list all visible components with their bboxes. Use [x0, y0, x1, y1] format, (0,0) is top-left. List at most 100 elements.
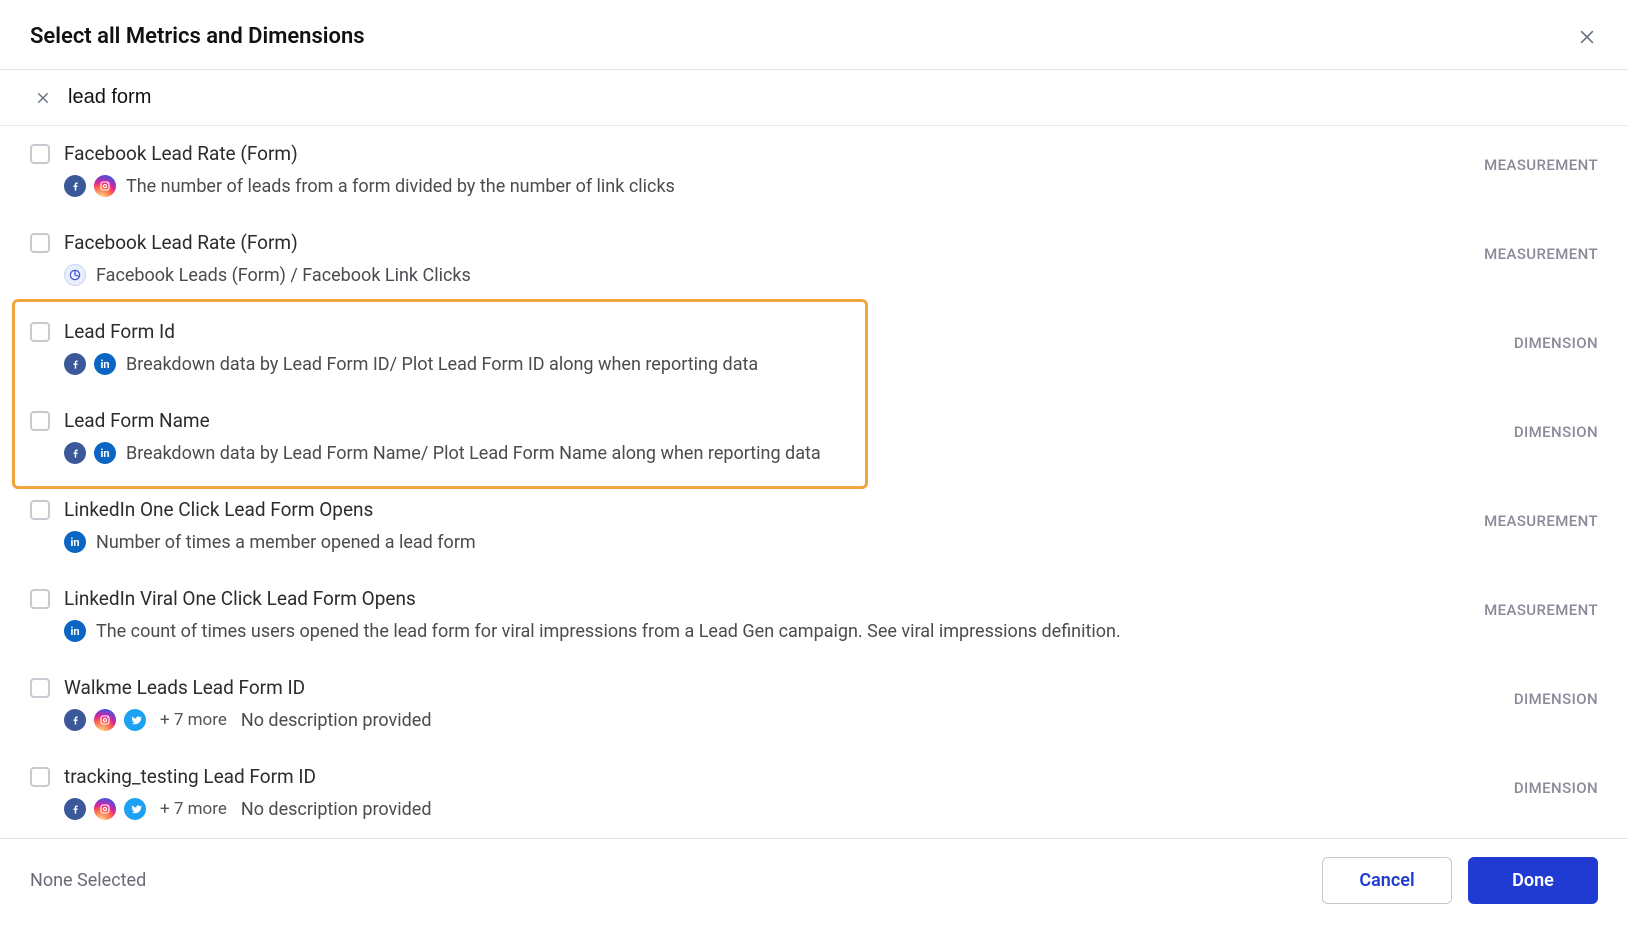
- selected-count-text: None Selected: [30, 870, 146, 891]
- result-row: Facebook Lead Rate (Form) The number of l…: [0, 126, 1628, 215]
- row-desc-line: in Breakdown data by Lead Form Name/ Plot…: [64, 442, 821, 464]
- row-left: LinkedIn Viral One Click Lead Form Opens…: [30, 587, 1484, 642]
- row-title: LinkedIn One Click Lead Form Opens: [64, 498, 476, 521]
- row-type-label: MEASUREMENT: [1484, 601, 1598, 619]
- row-type-label: MEASUREMENT: [1484, 156, 1598, 174]
- row-title: Facebook Lead Rate (Form): [64, 231, 471, 254]
- result-row: LinkedIn One Click Lead Form Opens in Numb…: [0, 482, 1628, 571]
- facebook-icon: [64, 709, 86, 731]
- row-left: tracking_testing Lead Form ID + 7 more No …: [30, 765, 1514, 820]
- row-title: Facebook Lead Rate (Form): [64, 142, 675, 165]
- done-button[interactable]: Done: [1468, 857, 1598, 904]
- facebook-icon: [64, 353, 86, 375]
- row-description: Breakdown data by Lead Form Name/ Plot L…: [126, 443, 821, 464]
- row-checkbox[interactable]: [30, 678, 50, 698]
- linkedin-icon: in: [64, 620, 86, 642]
- row-checkbox[interactable]: [30, 767, 50, 787]
- clear-search-icon[interactable]: [34, 89, 52, 107]
- row-title: LinkedIn Viral One Click Lead Form Opens: [64, 587, 1121, 610]
- row-icons: in: [64, 531, 86, 553]
- result-row: Lead Form Id in Breakdown data by Lead For…: [0, 304, 1628, 393]
- row-desc-line: + 7 more No description provided: [64, 709, 431, 731]
- row-checkbox[interactable]: [30, 589, 50, 609]
- row-left: Lead Form Name in Breakdown data by Lead F…: [30, 409, 1514, 464]
- instagram-icon: [94, 709, 116, 731]
- linkedin-icon: in: [94, 353, 116, 375]
- footer-buttons: Cancel Done: [1322, 857, 1598, 904]
- row-title: Lead Form Name: [64, 409, 821, 432]
- modal-footer: None Selected Cancel Done: [0, 838, 1628, 922]
- row-icons: [64, 264, 86, 286]
- row-type-label: MEASUREMENT: [1484, 512, 1598, 530]
- row-type-label: DIMENSION: [1514, 690, 1598, 708]
- row-icons: in: [64, 442, 116, 464]
- row-type-label: DIMENSION: [1514, 334, 1598, 352]
- row-desc-line: Facebook Leads (Form) / Facebook Link Cl…: [64, 264, 471, 286]
- row-icons: in: [64, 353, 116, 375]
- row-desc-line: + 7 more No description provided: [64, 798, 431, 820]
- more-sources-text[interactable]: + 7 more: [160, 710, 227, 730]
- cancel-button[interactable]: Cancel: [1322, 857, 1452, 904]
- row-body: Facebook Lead Rate (Form) The number of l…: [64, 142, 675, 197]
- row-desc-line: in Breakdown data by Lead Form ID/ Plot L…: [64, 353, 758, 375]
- row-title: Lead Form Id: [64, 320, 758, 343]
- row-type-label: DIMENSION: [1514, 423, 1598, 441]
- result-row: Lead Form Name in Breakdown data by Lead F…: [0, 393, 1628, 482]
- row-icons: [64, 709, 146, 731]
- row-description: Facebook Leads (Form) / Facebook Link Cl…: [96, 265, 471, 286]
- row-body: Facebook Lead Rate (Form) Facebook Leads …: [64, 231, 471, 286]
- search-input-wrap: [68, 82, 368, 113]
- row-title: Walkme Leads Lead Form ID: [64, 676, 431, 699]
- row-description: Breakdown data by Lead Form ID/ Plot Lea…: [126, 354, 758, 375]
- modal-title: Select all Metrics and Dimensions: [30, 24, 365, 49]
- row-title: tracking_testing Lead Form ID: [64, 765, 431, 788]
- more-sources-text[interactable]: + 7 more: [160, 799, 227, 819]
- row-checkbox[interactable]: [30, 322, 50, 342]
- row-left: Walkme Leads Lead Form ID + 7 more No desc…: [30, 676, 1514, 731]
- row-body: Lead Form Name in Breakdown data by Lead F…: [64, 409, 821, 464]
- row-type-label: DIMENSION: [1514, 779, 1598, 797]
- facebook-icon: [64, 175, 86, 197]
- results-list: Facebook Lead Rate (Form) The number of l…: [0, 125, 1628, 838]
- row-description: Number of times a member opened a lead f…: [96, 532, 476, 553]
- result-row: LinkedIn Viral One Click Lead Form Opens…: [0, 571, 1628, 660]
- search-input[interactable]: [68, 82, 368, 113]
- facebook-icon: [64, 442, 86, 464]
- facebook-icon: [64, 798, 86, 820]
- row-icons: [64, 175, 116, 197]
- row-checkbox[interactable]: [30, 411, 50, 431]
- result-row: Walkme Leads Lead Form ID + 7 more No desc…: [0, 660, 1628, 749]
- result-row: Facebook Lead Rate (Form) Facebook Leads …: [0, 215, 1628, 304]
- row-desc-line: in The count of times users opened the le…: [64, 620, 1121, 642]
- linkedin-icon: in: [94, 442, 116, 464]
- row-body: LinkedIn One Click Lead Form Opens in Numb…: [64, 498, 476, 553]
- row-checkbox[interactable]: [30, 144, 50, 164]
- twitter-icon: [124, 798, 146, 820]
- row-description: No description provided: [241, 799, 432, 820]
- row-icons: in: [64, 620, 86, 642]
- row-left: Facebook Lead Rate (Form) The number of l…: [30, 142, 1484, 197]
- search-row: [0, 70, 1628, 125]
- modal-header: Select all Metrics and Dimensions: [0, 0, 1628, 70]
- row-type-label: MEASUREMENT: [1484, 245, 1598, 263]
- row-checkbox[interactable]: [30, 233, 50, 253]
- row-desc-line: in Number of times a member opened a lead…: [64, 531, 476, 553]
- row-body: tracking_testing Lead Form ID + 7 more No …: [64, 765, 431, 820]
- row-icons: [64, 798, 146, 820]
- row-description: The count of times users opened the lead…: [96, 621, 1121, 642]
- row-body: Lead Form Id in Breakdown data by Lead For…: [64, 320, 758, 375]
- metrics-dimensions-modal: Select all Metrics and Dimensions Facebo…: [0, 0, 1628, 922]
- custom-metric-icon: [64, 264, 86, 286]
- twitter-icon: [124, 709, 146, 731]
- row-description: No description provided: [241, 710, 432, 731]
- row-description: The number of leads from a form divided …: [126, 176, 675, 197]
- row-left: Lead Form Id in Breakdown data by Lead For…: [30, 320, 1514, 375]
- row-left: Facebook Lead Rate (Form) Facebook Leads …: [30, 231, 1484, 286]
- row-left: LinkedIn One Click Lead Form Opens in Numb…: [30, 498, 1484, 553]
- close-icon[interactable]: [1576, 26, 1598, 48]
- row-body: Walkme Leads Lead Form ID + 7 more No desc…: [64, 676, 431, 731]
- linkedin-icon: in: [64, 531, 86, 553]
- instagram-icon: [94, 175, 116, 197]
- row-desc-line: The number of leads from a form divided …: [64, 175, 675, 197]
- row-checkbox[interactable]: [30, 500, 50, 520]
